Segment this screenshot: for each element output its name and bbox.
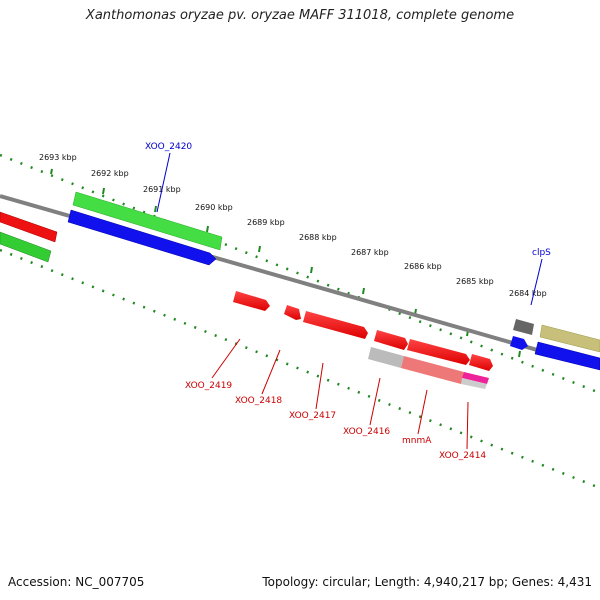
gene-label-xoo2416[interactable]: XOO_2416 — [343, 427, 390, 437]
gene-xoo2416[interactable] — [374, 330, 408, 350]
gene-label-xoo2418[interactable]: XOO_2418 — [235, 396, 282, 406]
gene-xoo2419[interactable] — [233, 291, 270, 311]
gene-grey-small[interactable] — [513, 319, 534, 335]
pink-bar-mnma[interactable] — [401, 356, 464, 384]
scale-label: 2686 kbp — [404, 262, 442, 271]
scale-label: 2688 kbp — [299, 233, 337, 242]
gene-blue-xoo2420[interactable] — [67, 209, 217, 266]
major-ticks — [50, 168, 521, 358]
gene-label-clps[interactable]: clpS — [532, 248, 551, 258]
gene-xoo2414[interactable] — [469, 354, 493, 371]
scale-label: 2690 kbp — [195, 203, 233, 212]
gene-blue-right[interactable] — [534, 341, 600, 371]
gene-xoo2417[interactable] — [303, 311, 368, 339]
scale-label: 2689 kbp — [247, 218, 285, 227]
grey-bar-end[interactable] — [461, 378, 487, 389]
outer-tick-track — [0, 153, 600, 395]
scale-label: 2687 kbp — [351, 248, 389, 257]
gene-label-xoo2414[interactable]: XOO_2414 — [439, 451, 486, 461]
gene-label-lines — [156, 152, 543, 450]
gene-label-mnma[interactable]: mnmA — [402, 436, 432, 446]
gene-green-xoo2420[interactable] — [72, 191, 223, 251]
genome-title: Xanthomonas oryzae pv. oryzae MAFF 31101… — [85, 8, 515, 23]
gene-label-xoo2420[interactable]: XOO_2420 — [145, 142, 192, 152]
topology-label: Topology: circular; Length: 4,940,217 bp… — [262, 575, 592, 589]
grey-bar-xoo2416[interactable] — [368, 347, 404, 368]
magenta-bar[interactable] — [462, 372, 489, 384]
scale-label: 2692 kbp — [91, 169, 129, 178]
gene-green-left[interactable] — [0, 231, 52, 263]
gene-xoo2418[interactable] — [284, 305, 301, 320]
gene-label-xoo2417[interactable]: XOO_2417 — [289, 411, 336, 421]
gene-label-xoo2419[interactable]: XOO_2419 — [185, 381, 232, 391]
scale-label: 2693 kbp — [39, 153, 77, 162]
scale-label: 2685 kbp — [456, 277, 494, 286]
gene-mnma[interactable] — [407, 339, 470, 365]
gene-olive-right[interactable] — [539, 324, 600, 353]
inner-tick-track — [0, 248, 600, 490]
accession-label: Accession: NC_007705 — [8, 575, 145, 589]
gene-blue-clps[interactable] — [510, 336, 528, 350]
gene-red-left-top[interactable] — [0, 211, 58, 243]
scale-label: 2684 kbp — [509, 289, 547, 298]
